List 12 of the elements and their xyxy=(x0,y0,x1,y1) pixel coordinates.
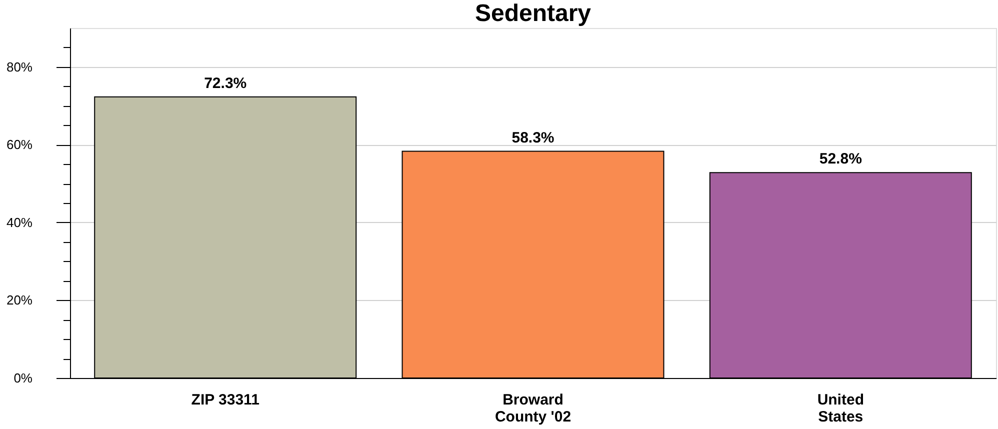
x-tick-label: ZIP 33311 xyxy=(191,392,260,408)
chart-title: Sedentary xyxy=(474,0,592,27)
y-tick-label: 60% xyxy=(6,137,33,152)
data-label: 72.3% xyxy=(204,74,247,92)
x-tick-label: United States xyxy=(817,392,864,426)
data-label: 52.8% xyxy=(819,150,862,168)
y-tick-label: 40% xyxy=(6,214,33,230)
y-tick-label: 0% xyxy=(14,370,33,386)
y-tick-label: 80% xyxy=(6,59,33,74)
x-tick-label: Broward County '02 xyxy=(494,392,572,426)
y-tick-label: 20% xyxy=(6,292,33,308)
data-label: 58.3% xyxy=(512,129,554,146)
